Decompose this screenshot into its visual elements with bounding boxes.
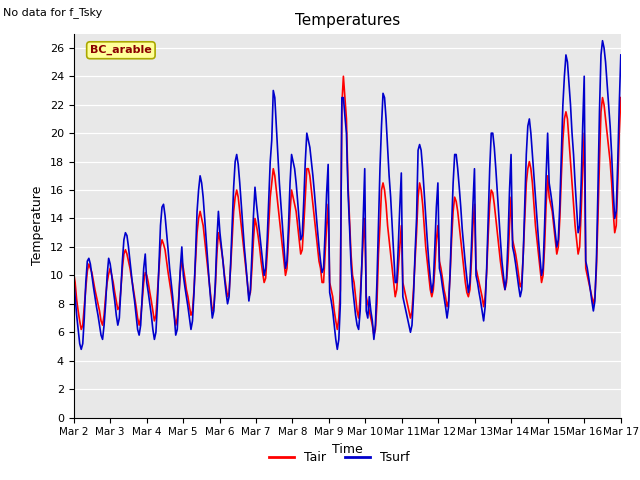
X-axis label: Time: Time [332, 443, 363, 456]
Text: BC_arable: BC_arable [90, 45, 152, 55]
Title: Temperatures: Temperatures [294, 13, 400, 28]
Text: No data for f_Tsky: No data for f_Tsky [3, 7, 102, 18]
Y-axis label: Temperature: Temperature [31, 186, 44, 265]
Legend: Tair, Tsurf: Tair, Tsurf [264, 446, 414, 469]
